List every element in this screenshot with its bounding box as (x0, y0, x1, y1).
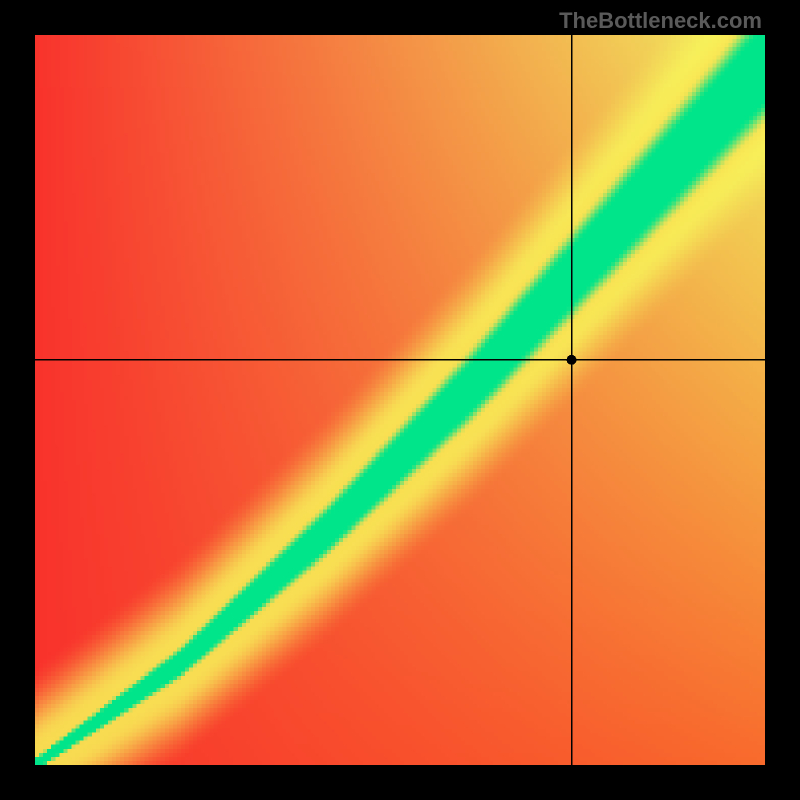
watermark-text: TheBottleneck.com (559, 8, 762, 34)
heatmap-svg (35, 35, 765, 765)
stage: TheBottleneck.com (0, 0, 800, 800)
crosshair-marker (567, 355, 577, 365)
heatmap-plot (35, 35, 765, 765)
